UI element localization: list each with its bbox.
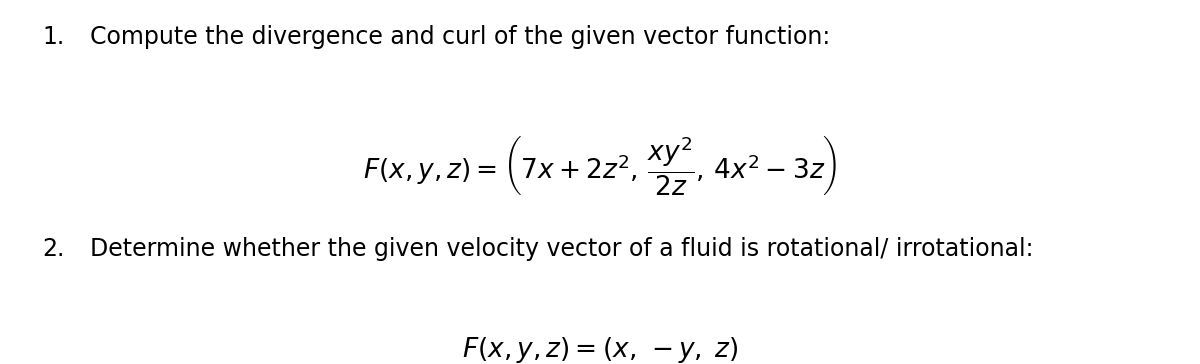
Text: $F(x, y, z) = \left(7x + 2z^2,\,\dfrac{xy^2}{2z},\, 4x^2 - 3z\right)$: $F(x, y, z) = \left(7x + 2z^2,\,\dfrac{x… [362, 135, 838, 198]
Text: 1.: 1. [42, 25, 65, 50]
Text: 2.: 2. [42, 237, 65, 261]
Text: $F(x, y, z) = (x,\,-y,\; z)$: $F(x, y, z) = (x,\,-y,\; z)$ [462, 335, 738, 364]
Text: Compute the divergence and curl of the given vector function:: Compute the divergence and curl of the g… [90, 25, 830, 50]
Text: Determine whether the given velocity vector of a fluid is rotational/ irrotation: Determine whether the given velocity vec… [90, 237, 1033, 261]
